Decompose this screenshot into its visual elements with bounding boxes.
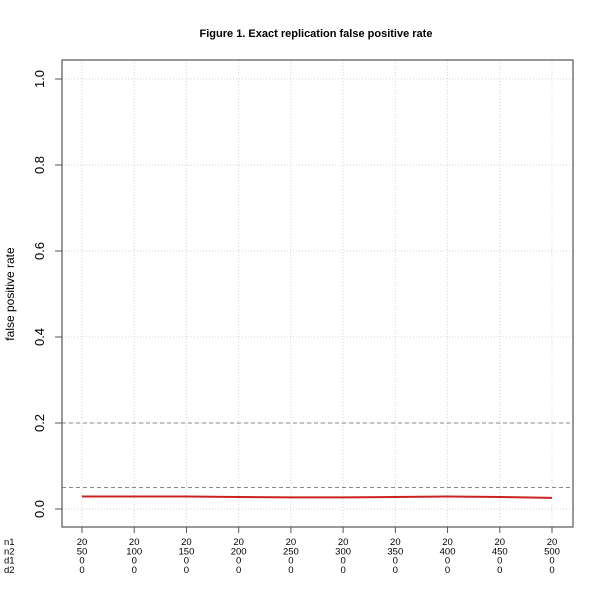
x-tick-label-d1: 0 — [288, 556, 293, 567]
x-tick-label-d2: 0 — [184, 565, 189, 576]
x-tick-label-n2: 200 — [231, 546, 247, 557]
x-tick-label-d1: 0 — [184, 556, 189, 567]
x-row-label: n1 — [4, 537, 15, 548]
x-tick-label-n2: 300 — [335, 546, 351, 557]
chart-title: Figure 1. Exact replication false positi… — [200, 28, 433, 40]
y-tick-label: 1.0 — [32, 70, 47, 88]
x-tick-label-n2: 350 — [387, 546, 403, 557]
x-tick-label-n2: 100 — [126, 546, 142, 557]
y-tick-label: 0.0 — [32, 500, 47, 518]
x-tick-label-d1: 0 — [340, 556, 345, 567]
x-tick-label-n1: 20 — [77, 537, 88, 548]
x-tick-label-n1: 20 — [442, 537, 453, 548]
x-row-label: d2 — [4, 565, 15, 576]
y-tick-label: 0.2 — [32, 414, 47, 432]
x-tick-label-n1: 20 — [129, 537, 140, 548]
x-tick-label-n1: 20 — [181, 537, 192, 548]
x-tick-label-d2: 0 — [393, 565, 398, 576]
x-tick-label-d2: 0 — [288, 565, 293, 576]
x-tick-label-n1: 20 — [547, 537, 558, 548]
x-tick-label-d1: 0 — [79, 556, 84, 567]
x-tick-label-d1: 0 — [132, 556, 137, 567]
x-row-label: d1 — [4, 556, 15, 567]
x-tick-label-n1: 20 — [338, 537, 349, 548]
x-tick-label-d1: 0 — [393, 556, 398, 567]
y-tick-label: 0.6 — [32, 242, 47, 260]
data-series — [82, 495, 553, 499]
x-tick-label-d1: 0 — [497, 556, 502, 567]
x-tick-label-n2: 500 — [544, 546, 560, 557]
plot-frame — [61, 59, 574, 528]
series-line — [82, 495, 553, 499]
x-tick-label-d1: 0 — [236, 556, 241, 567]
x-tick-label-d2: 0 — [549, 565, 554, 576]
x-tick-label-d2: 0 — [340, 565, 345, 576]
x-tick-label-n2: 400 — [440, 546, 456, 557]
x-tick-label-n2: 450 — [492, 546, 508, 557]
x-tick-label-d1: 0 — [445, 556, 450, 567]
x-axis: 2050002010000201500020200002025000203000… — [77, 527, 560, 576]
y-tick-label: 0.8 — [32, 156, 47, 174]
x-tick-label-d2: 0 — [445, 565, 450, 576]
x-tick-label-n1: 20 — [494, 537, 505, 548]
x-tick-label-n2: 50 — [77, 546, 88, 557]
x-tick-label-d2: 0 — [79, 565, 84, 576]
x-tick-label-d2: 0 — [497, 565, 502, 576]
gridlines — [62, 60, 573, 527]
reference-lines — [62, 422, 573, 488]
x-tick-label-n1: 20 — [286, 537, 297, 548]
x-tick-label-d1: 0 — [549, 556, 554, 567]
x-tick-label-d2: 0 — [236, 565, 241, 576]
y-axis-label: false positive rate — [3, 247, 17, 341]
x-tick-label-n1: 20 — [233, 537, 244, 548]
x-tick-label-n2: 250 — [283, 546, 299, 557]
y-tick-label: 0.4 — [32, 328, 47, 346]
y-axis: 0.0 0.2 0.4 0.6 0.8 1.0 — [32, 70, 62, 518]
x-row-label: n2 — [4, 546, 15, 557]
x-tick-label-d2: 0 — [132, 565, 137, 576]
x-tick-label-n2: 150 — [179, 546, 195, 557]
x-tick-label-n1: 20 — [390, 537, 401, 548]
